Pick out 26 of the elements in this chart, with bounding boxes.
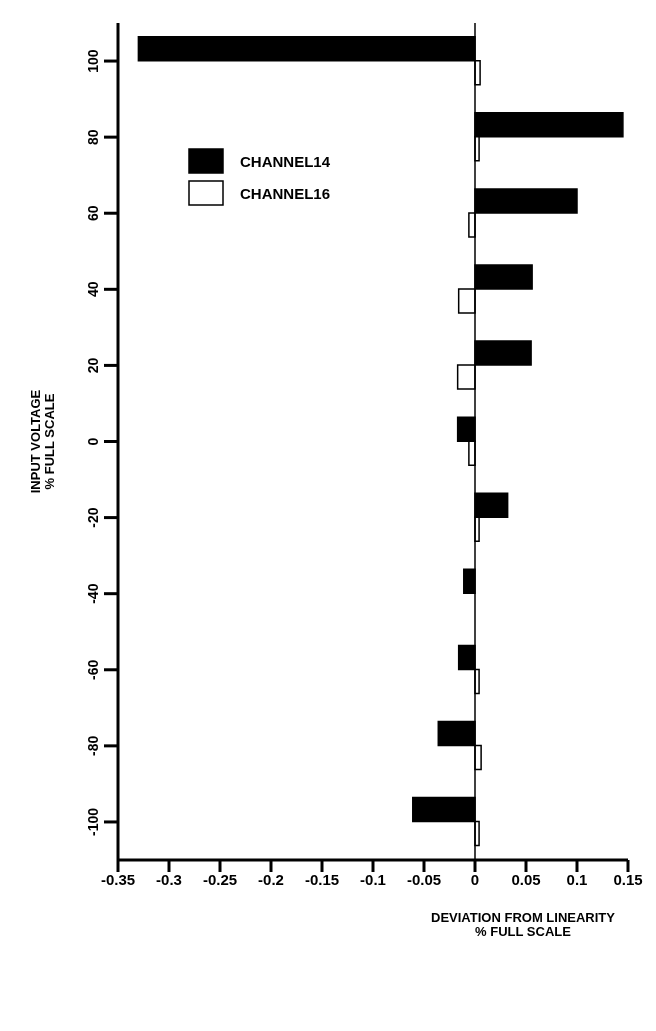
- y-tick-label: 60: [85, 205, 101, 222]
- legend-label: CHANNEL16: [240, 184, 331, 202]
- y-tick-label: 40: [85, 281, 101, 298]
- x-tick-label: -0.25: [202, 870, 238, 888]
- x-tick-label: -0.35: [100, 870, 136, 888]
- x-axis-title: DEVIATION FROM LINEARITY % FULL SCALE: [431, 910, 616, 939]
- y-tick-label: 100: [85, 49, 101, 73]
- x-tick-label: -0.3: [156, 870, 182, 888]
- y-tick-label: 80: [85, 129, 101, 145]
- x-tick-label: 0.15: [613, 870, 643, 888]
- y-tick-label: -60: [85, 659, 101, 680]
- x-tick-label: -0.2: [258, 870, 284, 888]
- x-tick-label: -0.15: [304, 870, 340, 888]
- x-tick-label: -0.05: [406, 870, 442, 888]
- y-tick-label: -80: [85, 735, 101, 756]
- x-tick-label: 0.05: [511, 870, 541, 888]
- y-axis-title: INPUT VOLTAGE % FULL SCALE: [28, 389, 57, 494]
- x-tick-label: 0: [470, 870, 480, 888]
- y-tick-label: -40: [85, 583, 101, 604]
- y-tick-label: 0: [85, 437, 101, 446]
- y-tick-label: -100: [85, 807, 101, 836]
- x-tick-label: -0.1: [360, 870, 386, 888]
- y-tick-label: -20: [85, 507, 101, 528]
- y-tick-label: 20: [85, 357, 101, 374]
- x-tick-label: 0.1: [566, 870, 588, 888]
- legend-label: CHANNEL14: [240, 152, 331, 170]
